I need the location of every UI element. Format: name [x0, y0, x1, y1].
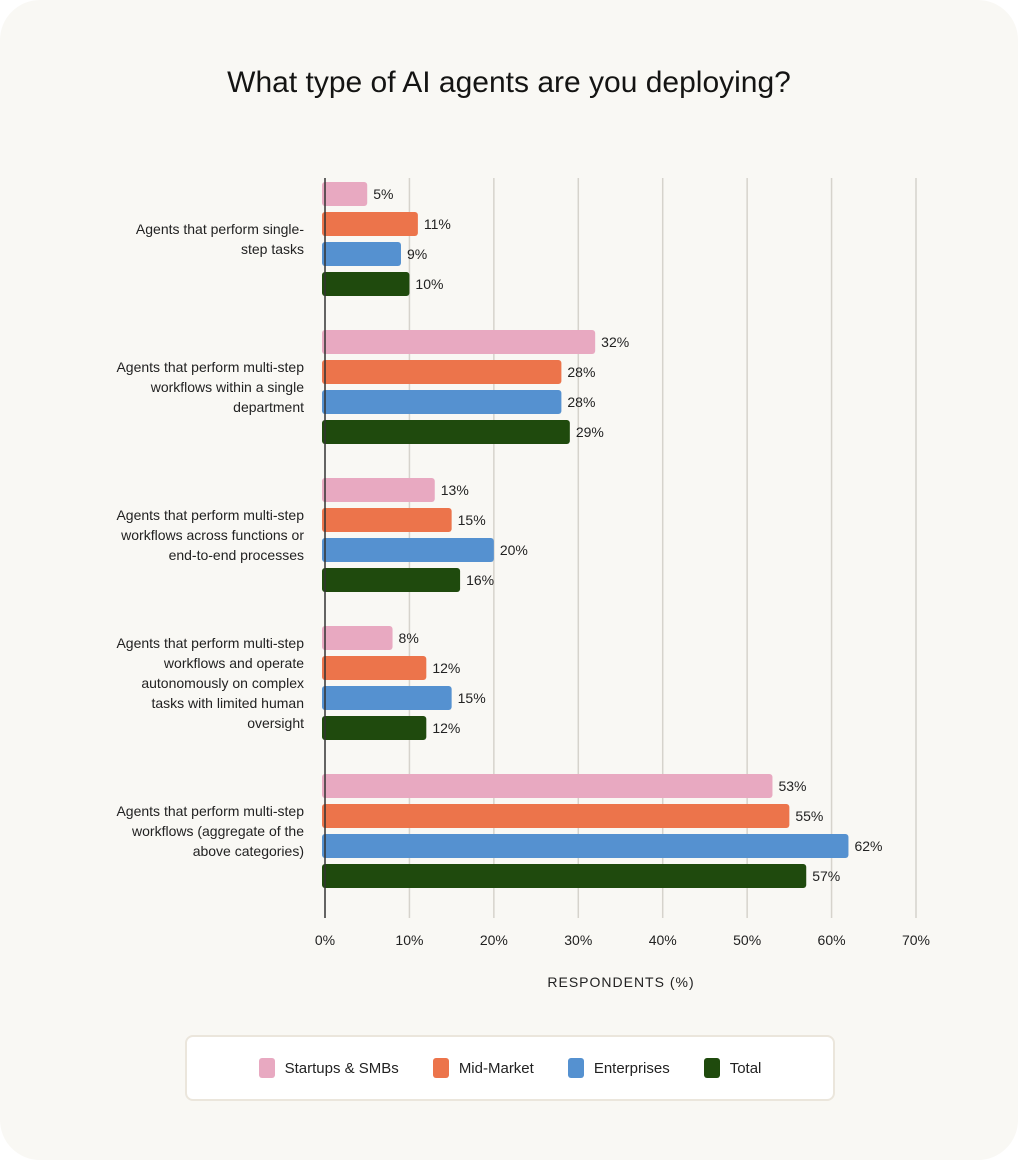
data-label: 10% — [415, 276, 443, 292]
category-label: department — [233, 399, 304, 415]
data-label: 11% — [424, 216, 451, 232]
data-label: 15% — [458, 512, 486, 528]
legend-swatch — [432, 1058, 449, 1078]
data-label: 28% — [567, 394, 595, 410]
bar-chart: 0% 10% 20% 30% 40% 50% 60% 70% RESPONDENTS (%) Ag… — [116, 178, 930, 990]
bar — [322, 508, 452, 532]
bar — [322, 330, 596, 354]
bar — [322, 804, 790, 828]
bar — [322, 420, 570, 444]
data-label: 12% — [432, 720, 460, 736]
x-tick-label: 70% — [902, 932, 930, 948]
data-label: 8% — [399, 630, 419, 646]
category-label: workflows across functions or — [120, 527, 304, 543]
bar — [322, 478, 435, 502]
legend-label: Total — [729, 1059, 762, 1077]
legend-swatch — [258, 1058, 275, 1078]
bar — [322, 686, 452, 710]
x-tick-label: 50% — [733, 932, 761, 948]
legend: Startups & SMBs Mid-Market Enterprises Tota… — [185, 1035, 835, 1101]
data-label: 9% — [407, 246, 427, 262]
bar — [322, 656, 427, 680]
category-label: workflows and operate — [163, 655, 304, 671]
bar — [322, 360, 562, 384]
data-label: 62% — [854, 838, 882, 854]
bar — [322, 568, 461, 592]
x-tick-label: 60% — [818, 932, 846, 948]
data-label: 15% — [458, 690, 486, 706]
bar — [322, 182, 368, 206]
x-tick-label: 20% — [480, 932, 508, 948]
bar — [322, 626, 393, 650]
bar — [322, 864, 807, 888]
legend-label: Enterprises — [593, 1059, 670, 1077]
bar — [322, 212, 418, 236]
category-label: workflows (aggregate of the — [131, 823, 304, 839]
legend-item: Startups & SMBs — [258, 1058, 399, 1078]
data-label: 55% — [795, 808, 823, 824]
x-tick-label: 30% — [564, 932, 592, 948]
data-label: 57% — [812, 868, 840, 884]
x-axis-label: RESPONDENTS (%) — [547, 974, 694, 990]
category-label: step tasks — [241, 241, 304, 257]
bar — [322, 272, 410, 296]
category-label: end-to-end processes — [169, 547, 304, 563]
chart-title: What type of AI agents are you deploying… — [227, 66, 791, 99]
category-label: Agents that perform multi-step — [116, 507, 304, 523]
data-label: 12% — [432, 660, 460, 676]
data-label: 20% — [500, 542, 528, 558]
category-label: tasks with limited human — [151, 695, 304, 711]
data-label: 53% — [778, 778, 806, 794]
category-label: oversight — [247, 715, 304, 731]
legend-item: Total — [703, 1058, 762, 1078]
bar — [322, 390, 562, 414]
category-label: Agents that perform single- — [136, 221, 304, 237]
legend-swatch — [703, 1058, 720, 1078]
data-label: 28% — [567, 364, 595, 380]
category-label: above categories) — [193, 843, 304, 859]
category-label: Agents that perform multi-step — [116, 635, 304, 651]
legend-label: Startups & SMBs — [284, 1059, 399, 1077]
x-tick-label: 10% — [395, 932, 423, 948]
category-label: workflows within a single — [150, 379, 304, 395]
data-label: 32% — [601, 334, 629, 350]
bar — [322, 538, 494, 562]
category-label: autonomously on complex — [141, 675, 304, 691]
legend-label: Mid-Market — [458, 1059, 534, 1077]
x-tick-label: 40% — [649, 932, 677, 948]
bar — [322, 242, 401, 266]
data-label: 5% — [373, 186, 393, 202]
legend-swatch — [567, 1058, 584, 1078]
bar — [322, 834, 849, 858]
legend-item: Enterprises — [567, 1058, 670, 1078]
bar — [322, 716, 427, 740]
data-label: 16% — [466, 572, 494, 588]
legend-item: Mid-Market — [432, 1058, 534, 1078]
x-tick-label: 0% — [315, 932, 335, 948]
data-label: 29% — [576, 424, 604, 440]
data-label: 13% — [441, 482, 469, 498]
category-label: Agents that perform multi-step — [116, 803, 304, 819]
category-label: Agents that perform multi-step — [116, 359, 304, 375]
bar — [322, 774, 773, 798]
